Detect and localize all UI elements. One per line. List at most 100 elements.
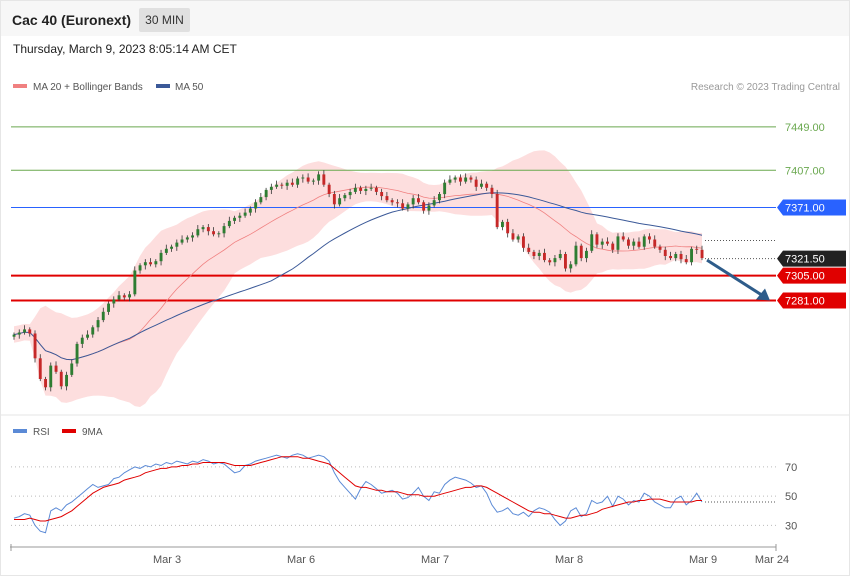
candle-body <box>648 236 651 240</box>
price-label-resistance: 7371.00 <box>785 202 825 214</box>
rsi-ma-legend-label: 9MA <box>82 427 103 438</box>
candle-body <box>117 295 121 300</box>
candle-body <box>338 198 342 205</box>
x-tick-label: Mar 6 <box>287 554 315 566</box>
candle-body <box>306 177 310 182</box>
candle-body <box>637 241 641 247</box>
ma50-legend-label: MA 50 <box>175 82 204 93</box>
candle-body <box>616 236 620 250</box>
ma20-legend-label: MA 20 + Bollinger Bands <box>33 82 143 93</box>
candle-body <box>411 198 415 205</box>
timeframe-button[interactable]: 30 MIN <box>139 8 190 32</box>
candle-body <box>474 179 478 187</box>
price-label-bg-resistance <box>777 199 846 216</box>
candle-body <box>33 333 37 359</box>
candle-body <box>128 294 131 298</box>
candle-body <box>579 245 583 259</box>
price-label-bg-last <box>777 250 846 267</box>
candle-body <box>59 371 63 387</box>
chart-header: Cac 40 (Euronext) 30 MIN <box>1 1 849 36</box>
candle-body <box>164 248 168 253</box>
candle-body <box>359 187 363 191</box>
candle-body <box>464 177 468 182</box>
candle-body <box>254 202 258 209</box>
candle-body <box>369 187 373 189</box>
candle-body <box>674 254 678 259</box>
candle-body <box>669 256 672 259</box>
candle-body <box>432 200 436 206</box>
rsi-level-label: 70 <box>785 462 797 474</box>
candle-body <box>243 212 247 216</box>
candle-body <box>343 195 347 199</box>
candle-body <box>212 231 215 235</box>
candle-body <box>17 332 21 335</box>
candle-body <box>501 221 504 228</box>
candle-body <box>348 192 352 196</box>
x-tick-label: Mar 3 <box>153 554 181 566</box>
candle-body <box>511 233 515 240</box>
candle-body <box>101 311 105 321</box>
candle-body <box>311 180 315 182</box>
candle-body <box>558 254 562 259</box>
candle-body <box>590 234 594 251</box>
candle-body <box>149 262 152 265</box>
candle-body <box>280 184 284 186</box>
candle-body <box>553 258 557 263</box>
rsi-ma-legend-swatch <box>62 429 76 433</box>
price-label-target: 7449.00 <box>785 122 825 134</box>
candle-body <box>332 194 336 205</box>
candle-body <box>175 242 179 247</box>
candle-body <box>301 177 305 179</box>
instrument-title: Cac 40 (Euronext) <box>12 12 132 28</box>
price-label-target: 7407.00 <box>785 165 825 177</box>
forecast-arrow-line <box>706 258 765 298</box>
ma50-legend-swatch <box>156 84 170 88</box>
candle-body <box>143 262 147 266</box>
x-tick-label: Mar 8 <box>555 554 583 566</box>
rsi-level-label: 50 <box>785 491 797 503</box>
candle-body <box>275 184 279 187</box>
candle-body <box>443 182 447 195</box>
credit-label: Research © 2023 Trading Central <box>691 82 840 93</box>
price-label-last: 7321.50 <box>785 254 825 266</box>
ma20-legend-swatch <box>13 84 27 88</box>
candle-body <box>49 365 53 388</box>
candle-body <box>170 246 173 249</box>
candle-body <box>574 245 578 265</box>
candle-body <box>663 249 667 256</box>
candle-body <box>112 299 116 304</box>
candle-body <box>690 248 693 263</box>
candle-body <box>374 187 378 192</box>
candle-body <box>600 241 604 245</box>
candle-body <box>54 365 58 372</box>
candle-body <box>495 194 499 228</box>
candle-body <box>196 229 200 236</box>
candle-body <box>23 329 26 333</box>
x-tick-label: Mar 24 <box>755 554 789 566</box>
candle-body <box>227 220 231 227</box>
candle-body <box>317 174 321 181</box>
candle-body <box>122 295 126 298</box>
candle-body <box>569 264 573 269</box>
candle-body <box>522 236 525 248</box>
candle-body <box>396 202 399 204</box>
axis-layer: 7449.00 7407.00 7371.00 7321.50 7305.00 7281.… <box>10 122 846 566</box>
candle-body <box>248 208 252 213</box>
candle-body <box>595 234 599 245</box>
candle-body <box>606 241 609 244</box>
candle-body <box>422 202 426 211</box>
candle-body <box>75 343 79 364</box>
candle-body <box>364 188 368 191</box>
candle-body <box>222 226 226 234</box>
candle-body <box>700 249 704 259</box>
candle-body <box>217 233 221 235</box>
rsi-ma-line <box>14 456 702 522</box>
candle-body <box>485 183 489 188</box>
candle-body <box>70 363 74 375</box>
price-layer <box>11 126 776 407</box>
candle-body <box>28 329 32 334</box>
candle-body <box>201 227 205 230</box>
candle-body <box>679 254 683 260</box>
price-label-bg-support <box>777 292 846 309</box>
candle-body <box>12 334 16 337</box>
